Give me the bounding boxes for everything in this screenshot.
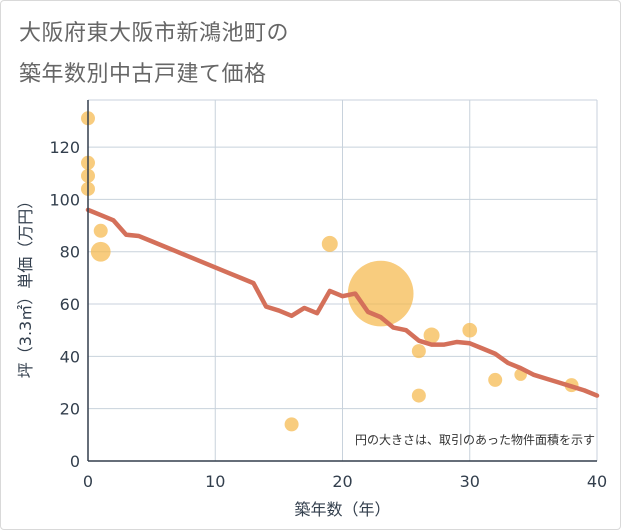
chart-title-line-1: 大阪府東大阪市新鴻池町の	[19, 21, 290, 46]
x-axis-title: 築年数（年）	[294, 500, 390, 519]
y-tick-label: 80	[60, 243, 80, 262]
bubble-point	[90, 241, 111, 262]
x-tick-label: 40	[587, 472, 607, 491]
trend-line-layer	[85, 207, 600, 398]
bubble-size-note: 円の大きさは、取引のあった物件面積を示す	[355, 432, 595, 447]
y-tick-label: 20	[60, 400, 80, 419]
bubble-point	[462, 322, 478, 338]
bubble-layer	[81, 111, 579, 432]
x-tick-label: 20	[332, 472, 352, 491]
y-axis-title: 坪（3.3㎡）単価（万円）	[16, 193, 35, 378]
y-tick-label: 40	[60, 347, 80, 366]
bubble-point	[423, 327, 440, 344]
x-tick-label: 30	[460, 472, 480, 491]
x-tick-label: 10	[205, 472, 225, 491]
chart-title-line-2: 築年数別中古戸建て価格	[19, 62, 267, 87]
bubble-point	[93, 223, 108, 238]
axes: 0 10 20 30 40 0 20 40 60 80 100 120	[49, 100, 607, 491]
y-tick-label: 100	[49, 190, 80, 209]
bubble-point	[411, 344, 426, 359]
bubble-point	[411, 388, 426, 403]
bubble-point	[321, 235, 338, 252]
x-tick-label: 0	[83, 472, 93, 491]
y-tick-label: 0	[70, 452, 80, 471]
y-tick-label: 60	[60, 295, 80, 314]
y-tick-label: 120	[49, 138, 80, 157]
bubble-point	[488, 372, 503, 387]
trend-line	[85, 207, 600, 398]
grid	[88, 99, 598, 461]
bubble-point	[284, 417, 299, 432]
